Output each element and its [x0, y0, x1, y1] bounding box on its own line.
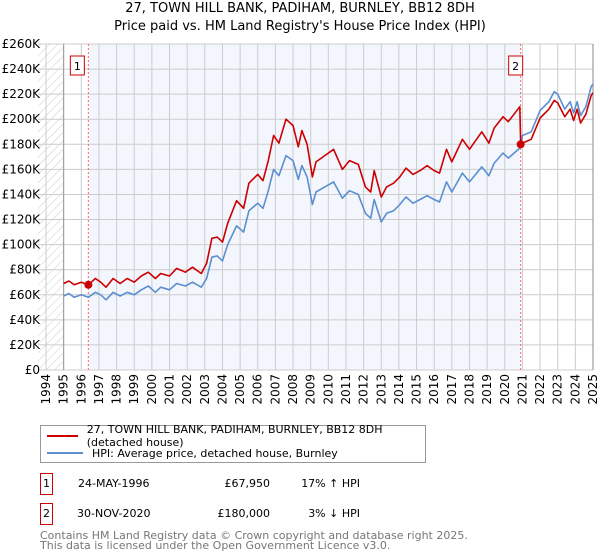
x-tick-label: 2002	[180, 374, 194, 405]
y-tick-label: £240K	[2, 62, 42, 76]
legend-label: 27, TOWN HILL BANK, PADIHAM, BURNLEY, BB…	[86, 423, 383, 449]
footer-copyright: Contains HM Land Registry data © Crown c…	[40, 529, 468, 542]
x-tick-label: 2012	[357, 374, 371, 405]
x-tick-label: 2004	[215, 374, 229, 405]
price-chart: £0 £20K £40K £60K £80K £100K £120K £140K £160K £1…	[2, 37, 600, 405]
sale-marker-1: 1	[40, 473, 53, 495]
y-tick-label: £100K	[2, 238, 42, 252]
x-tick-label: 2025	[586, 374, 600, 405]
x-tick-label: 2005	[233, 374, 247, 405]
chart-subtitle: Price paid vs. HM Land Registry's House …	[114, 19, 486, 34]
x-tick-label: 2020	[498, 374, 512, 405]
x-tick-label: 2014	[392, 374, 406, 405]
x-tick-label: 2017	[445, 374, 459, 405]
y-tick-label: £20K	[9, 338, 41, 352]
x-tick-label: 2015	[410, 374, 424, 405]
legend-item-property: 27, TOWN HILL BANK, PADIHAM, BURNLEY, BB…	[47, 423, 425, 449]
x-tick-label: 2006	[251, 374, 265, 405]
legend-swatch-red	[47, 435, 78, 437]
y-tick-label: £200K	[2, 112, 42, 126]
x-tick-label: 1997	[92, 374, 106, 405]
x-tick-label: 2009	[304, 374, 318, 405]
x-tick-label: 2016	[427, 374, 441, 405]
x-tick-label: 2011	[339, 374, 353, 405]
x-tick-label: 2001	[163, 374, 177, 405]
x-tick-label: 2010	[321, 374, 335, 405]
x-tick-label: 2008	[286, 374, 300, 405]
y-tick-label: £80K	[9, 263, 41, 277]
y-tick-label: £40K	[9, 313, 41, 327]
shaded-ownership-region	[88, 44, 521, 370]
x-tick-label: 2021	[515, 374, 529, 405]
x-tick-label: 2024	[568, 374, 582, 405]
y-tick-label: £140K	[2, 187, 42, 201]
sale-date: 24-MAY-1996	[78, 477, 150, 490]
x-tick-label: 1998	[110, 374, 124, 405]
sale-hpi-diff: 17% ↑ HPI	[301, 477, 360, 490]
y-tick-label: £120K	[2, 213, 42, 227]
legend-item-hpi: HPI: Average price, detached house, Burn…	[47, 445, 338, 461]
x-tick-label: 1996	[74, 374, 88, 405]
legend-label: HPI: Average price, detached house, Burn…	[92, 446, 338, 460]
x-tick-label: 2022	[533, 374, 547, 405]
y-tick-label: £220K	[2, 87, 42, 101]
sale-price: £180,000	[217, 507, 271, 520]
sale-price: £67,950	[224, 477, 271, 490]
sale-date: 30-NOV-2020	[77, 507, 151, 520]
footer-licence: This data is licensed under the Open Gov…	[40, 539, 391, 552]
sale-row: 2 30-NOV-2020 £180,000 3% ↓ HPI	[40, 503, 440, 525]
x-tick-label: 2013	[374, 374, 388, 405]
y-tick-label: £160K	[2, 162, 42, 176]
x-tick-label: 2000	[145, 374, 159, 405]
y-tick-label: £180K	[2, 137, 42, 151]
hatched-region	[38, 44, 64, 370]
x-tick-label: 1999	[127, 374, 141, 405]
annotation-label: 2	[512, 60, 519, 73]
x-tick-label: 1995	[57, 374, 71, 405]
sale-hpi-diff: 3% ↓ HPI	[308, 507, 360, 520]
annotation-box-2	[508, 55, 524, 76]
footer: Contains HM Land Registry data © Crown c…	[40, 529, 468, 552]
y-tick-label: £0	[25, 363, 40, 377]
x-tick-label: 2018	[462, 374, 476, 405]
sale-row: 1 24-MAY-1996 £67,950 17% ↑ HPI	[40, 473, 440, 495]
x-tick-label: 2003	[198, 374, 212, 405]
sale-marker-2: 2	[40, 503, 53, 525]
sale-point-1	[84, 280, 93, 289]
chart-legend: 27, TOWN HILL BANK, PADIHAM, BURNLEY, BB…	[40, 423, 426, 463]
x-tick-label: 1994	[39, 374, 53, 405]
annotation-label: 1	[74, 60, 81, 73]
sale-point-2	[516, 140, 525, 149]
annotation-box-1	[69, 55, 85, 76]
chart-title: 27, TOWN HILL BANK, PADIHAM, BURNLEY, BB…	[125, 1, 475, 16]
x-tick-label: 2007	[268, 374, 282, 405]
x-tick-label: 2023	[551, 374, 565, 405]
y-tick-label: £260K	[2, 37, 42, 51]
y-tick-label: £60K	[9, 288, 41, 302]
legend-swatch-blue	[47, 452, 83, 454]
x-tick-label: 2019	[480, 374, 494, 405]
